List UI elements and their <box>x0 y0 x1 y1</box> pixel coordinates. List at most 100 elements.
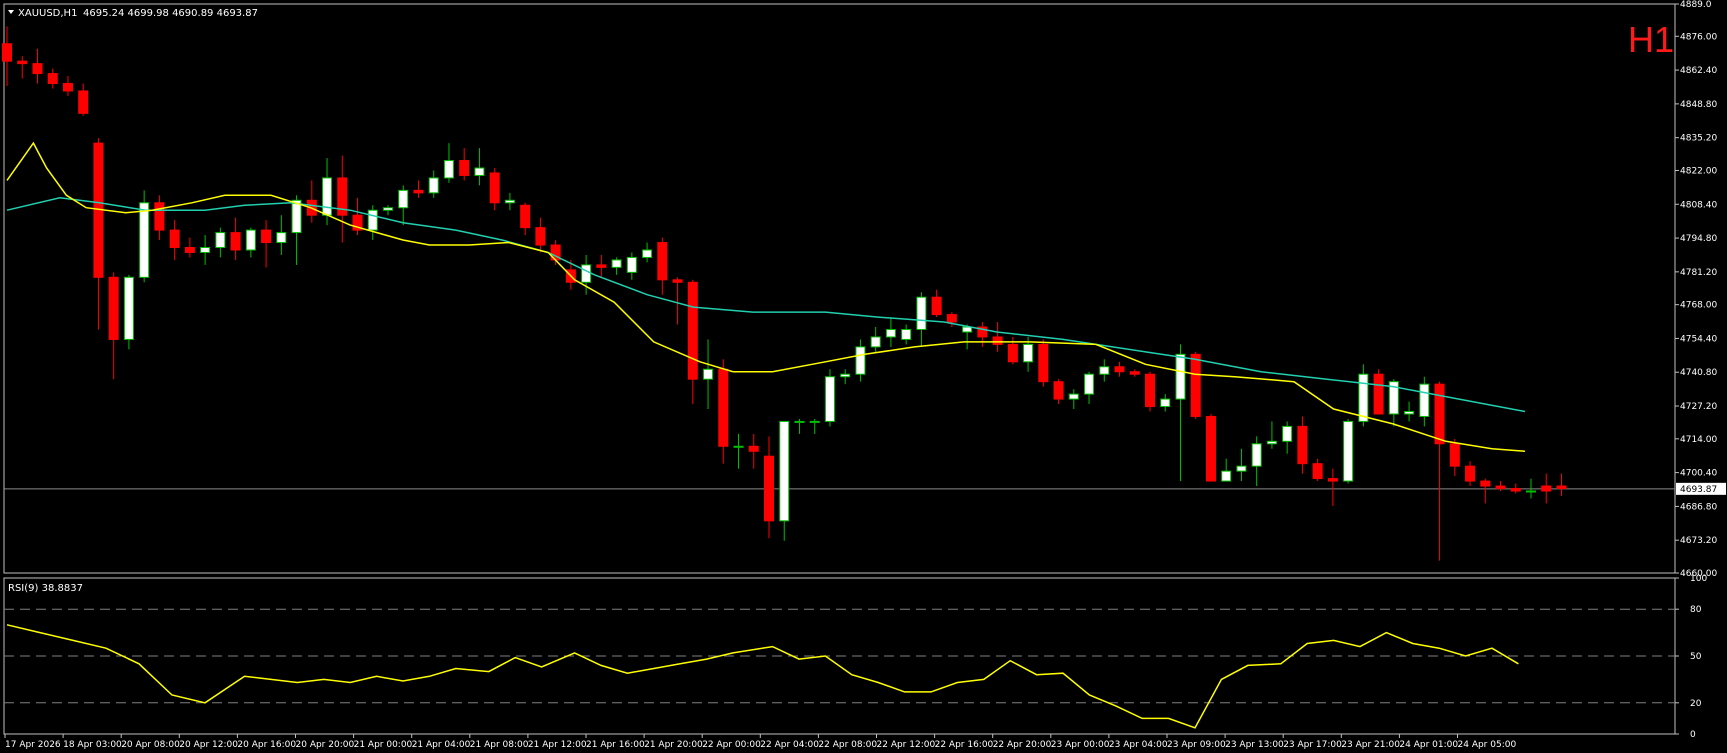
price-tick-label: 4794.80 <box>1680 234 1717 244</box>
candle-body <box>62 83 73 92</box>
current-price-box <box>1676 482 1726 495</box>
candle-body <box>337 177 348 216</box>
candle-body <box>398 189 409 209</box>
candle-bear <box>931 289 942 318</box>
candle-body <box>1480 480 1491 487</box>
candle-body <box>885 328 896 338</box>
candle-bull <box>1221 458 1232 482</box>
candle-body <box>1358 373 1369 422</box>
candle-bear <box>169 220 180 260</box>
candle-body <box>520 204 531 229</box>
time-tick-label: 22 Apr 08:00 <box>818 740 877 750</box>
candle-bull <box>703 339 714 410</box>
candle-bear <box>764 436 774 539</box>
price-tick-label: 4781.20 <box>1680 268 1717 278</box>
candle-bear <box>32 48 43 84</box>
time-tick-label: 23 Apr 13:00 <box>1225 740 1284 750</box>
candle-bear <box>1495 481 1506 492</box>
candle-bull <box>383 205 393 216</box>
candle-body <box>1236 465 1247 472</box>
price-tick-label: 4660.00 <box>1680 569 1717 579</box>
candle-bear <box>93 138 104 330</box>
current-price-label: 4693.87 <box>1680 485 1717 495</box>
moving-averages <box>6 141 1526 452</box>
candle-body <box>992 336 1003 345</box>
candle-body <box>1205 415 1216 482</box>
candle-body <box>581 264 592 283</box>
candle-bull <box>291 195 302 265</box>
time-tick-label: 22 Apr 12:00 <box>877 740 936 750</box>
candle-body <box>703 368 714 380</box>
candle-body <box>1282 425 1293 442</box>
candle-bull <box>1419 376 1430 427</box>
time-tick-label: 23 Apr 17:00 <box>1283 740 1342 750</box>
candle-body <box>123 276 134 340</box>
candle-bear <box>413 180 424 198</box>
time-tick-label: 23 Apr 09:00 <box>1167 740 1226 750</box>
price-tick-label: 4686.80 <box>1680 502 1717 512</box>
candle-body <box>428 177 439 194</box>
candle-body <box>1419 383 1430 417</box>
candle-body <box>1526 490 1536 493</box>
candle-body <box>413 189 424 194</box>
candle-bear <box>489 167 500 211</box>
candle-bear <box>1145 371 1155 412</box>
candle-bull <box>1266 421 1277 449</box>
candle-body <box>1373 373 1384 415</box>
candle-bear <box>535 217 546 253</box>
candle-bear <box>261 220 272 268</box>
price-tick-label: 4822.00 <box>1680 166 1717 176</box>
candle-body <box>733 445 744 448</box>
candle-bull <box>824 369 835 427</box>
candle-bull <box>1236 448 1247 482</box>
main-chart-frame <box>3 3 1676 574</box>
candle-body <box>1327 478 1338 482</box>
candle-bull <box>443 143 454 183</box>
rsi-tick-label: 0 <box>1690 730 1696 740</box>
candle-body <box>169 229 180 249</box>
candle-bear <box>2 26 12 86</box>
candle-body <box>139 202 150 278</box>
candle-body <box>276 232 287 244</box>
candle-body <box>1038 343 1049 383</box>
rsi-label: RSI(9) 38.8837 <box>8 583 83 594</box>
candle-bull <box>1343 418 1354 484</box>
candle-bull <box>840 369 851 385</box>
timeframe-badge: H1 <box>1628 19 1674 60</box>
price-tick-label: 4727.20 <box>1680 402 1717 412</box>
time-tick-label: 22 Apr 16:00 <box>935 740 994 750</box>
candle-body <box>443 160 454 179</box>
candle-bear <box>17 56 28 79</box>
candle-bull <box>428 170 439 198</box>
candle-body <box>200 247 211 253</box>
candle-body <box>352 214 363 231</box>
time-tick-label: 21 Apr 12:00 <box>528 740 587 750</box>
candle-bear <box>1327 468 1338 506</box>
candle-bear <box>657 237 668 295</box>
current-price-line: 4693.87 <box>4 482 1726 495</box>
candle-body <box>626 256 637 273</box>
candle-body <box>1129 371 1140 375</box>
rsi-line <box>6 624 1519 729</box>
candle-body <box>611 259 622 268</box>
candle-body <box>535 227 546 246</box>
candle-body <box>1084 373 1095 395</box>
candle-body <box>824 376 835 422</box>
candle-body <box>1221 470 1232 482</box>
candle-body <box>1556 485 1567 490</box>
candle-body <box>489 172 500 204</box>
candle-bull <box>504 192 515 211</box>
candle-bull <box>1084 371 1095 405</box>
candle-bull <box>779 420 790 541</box>
candle-bear <box>1190 351 1201 419</box>
candle-bull <box>276 215 287 255</box>
price-tick-label: 4754.40 <box>1680 334 1717 344</box>
price-tick-label: 4835.20 <box>1680 134 1717 144</box>
candle-body <box>108 276 119 340</box>
time-tick-label: 23 Apr 00:00 <box>1051 740 1110 750</box>
candle-body <box>1388 381 1399 415</box>
candle-body <box>1007 343 1018 363</box>
collapse-triangle-icon[interactable] <box>8 10 14 14</box>
candle-body <box>672 279 683 283</box>
time-tick-label: 20 Apr 16:00 <box>237 740 296 750</box>
